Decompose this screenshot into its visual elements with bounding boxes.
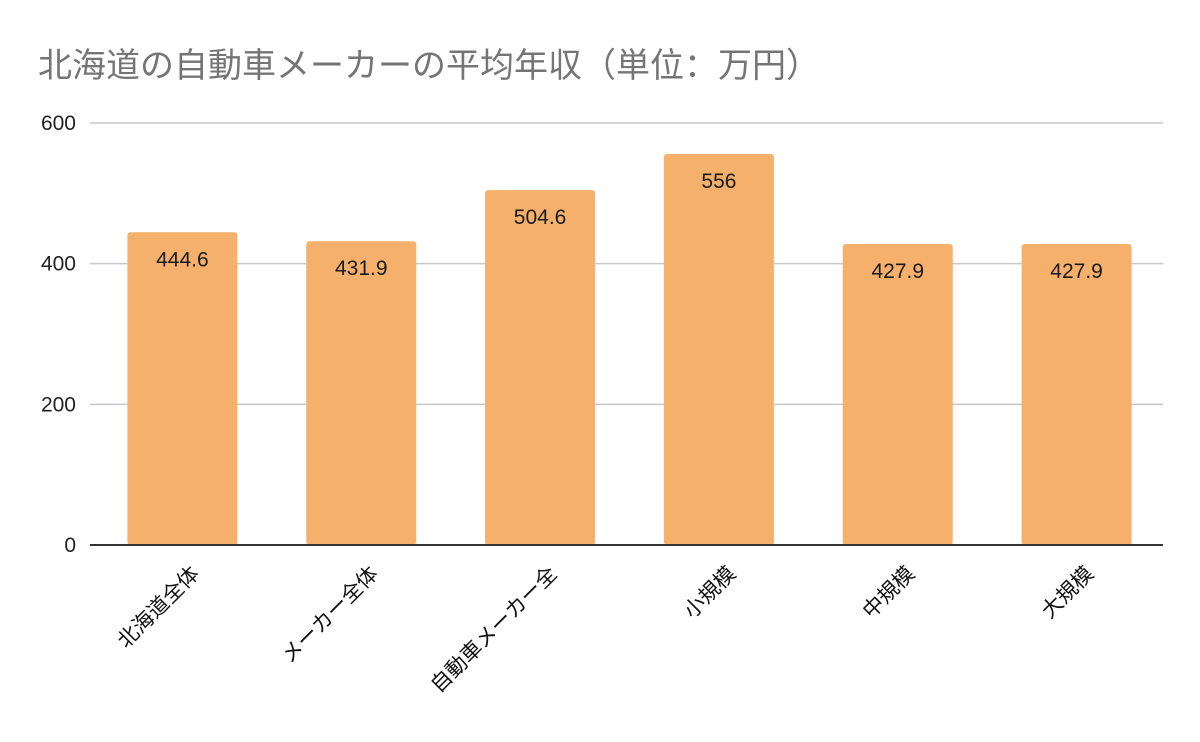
data-labels: 444.6 431.9 504.6 556 427.9 427.9 xyxy=(156,170,1103,283)
bar xyxy=(306,241,417,545)
y-tick-label: 0 xyxy=(64,534,76,557)
x-category-label: メーカー全体 xyxy=(277,562,383,668)
y-axis-ticks: 0 200 400 600 xyxy=(41,112,76,557)
bars xyxy=(127,153,1132,546)
bar xyxy=(485,190,596,545)
x-category-label: 小規模 xyxy=(679,562,741,624)
y-tick-label: 600 xyxy=(41,112,76,135)
data-label: 444.6 xyxy=(156,248,209,271)
data-label: 556 xyxy=(701,170,736,193)
data-label: 427.9 xyxy=(871,260,924,283)
chart-title: 北海道の自動車メーカーの平均年収（単位：万円） xyxy=(38,46,820,86)
x-category-label: 大規模 xyxy=(1037,562,1099,624)
x-category-label: 自動車メーカー全 xyxy=(426,562,562,698)
data-label: 431.9 xyxy=(335,257,388,280)
bar xyxy=(842,244,953,545)
bar xyxy=(127,232,238,545)
gridlines xyxy=(90,122,1163,406)
y-tick-label: 200 xyxy=(41,393,76,416)
data-label: 504.6 xyxy=(514,206,567,229)
y-tick-label: 400 xyxy=(41,253,76,276)
bar xyxy=(663,153,774,546)
x-axis-categories: 北海道全体 メーカー全体 自動車メーカー全 小規模 中規模 大規模 xyxy=(113,562,1098,698)
bar xyxy=(1021,244,1132,545)
data-label: 427.9 xyxy=(1050,260,1103,283)
x-category-label: 北海道全体 xyxy=(113,562,204,653)
x-category-label: 中規模 xyxy=(858,562,920,624)
